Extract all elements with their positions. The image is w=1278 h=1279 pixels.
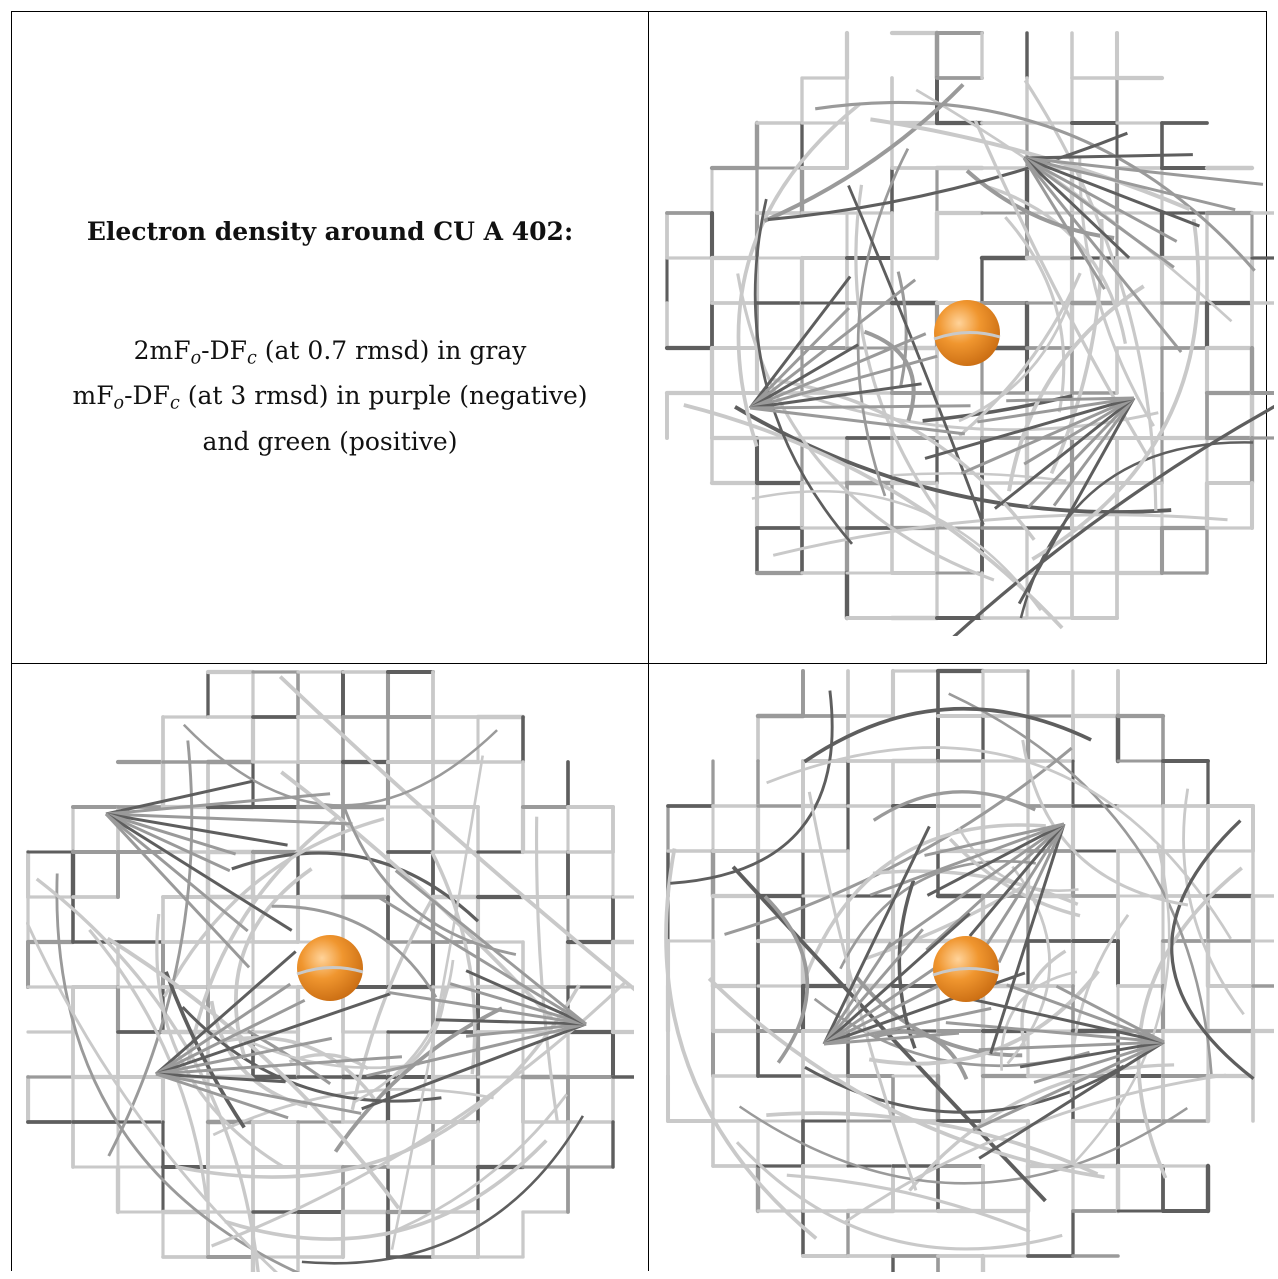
- density-mesh-view-3: [664, 668, 1274, 1272]
- table-border-right: [1266, 11, 1267, 663]
- mesh-grid: [664, 30, 1274, 621]
- mesh-grid: [665, 668, 1274, 1272]
- caption-legend: 2mFo-DFc (at 0.7 rmsd) in gray mFo-DFc (…: [12, 332, 648, 461]
- table-border-middle-vertical: [648, 11, 649, 1271]
- legend-line-2mfo-dfc: 2mFo-DFc (at 0.7 rmsd) in gray: [133, 336, 527, 369]
- caption-title: Electron density around CU A 402:: [86, 217, 574, 246]
- density-view-3: [664, 664, 1274, 1272]
- table-border-middle-horizontal: [11, 663, 1267, 664]
- table-border-left: [11, 11, 12, 1271]
- density-mesh-view-1: [664, 30, 1274, 636]
- legend-line-mfo-dfc: mFo-DFc (at 3 rmsd) in purple (negative): [72, 381, 588, 414]
- density-mesh-view-2: [26, 669, 634, 1272]
- table-border-top: [11, 11, 1267, 12]
- mesh-contours: [26, 675, 634, 1272]
- legend-line-colors: and green (positive): [202, 426, 458, 456]
- mesh-contours: [683, 79, 1274, 636]
- mesh-contours: [664, 690, 1255, 1251]
- density-view-1: [664, 28, 1274, 636]
- caption-cell: Electron density around CU A 402: 2mFo-D…: [12, 12, 648, 662]
- density-view-2: [26, 664, 634, 1272]
